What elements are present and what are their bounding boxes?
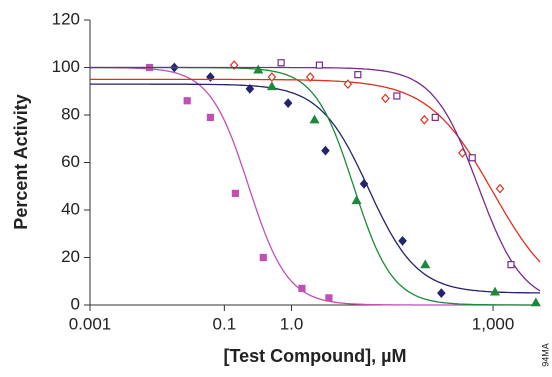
point xyxy=(298,284,306,292)
point xyxy=(507,261,515,269)
point xyxy=(206,113,215,121)
x-tick-label: 1.0 xyxy=(280,314,304,333)
y-tick-label: 20 xyxy=(61,247,80,266)
x-tick-label: 0.001 xyxy=(69,314,112,333)
point xyxy=(437,288,446,299)
point xyxy=(420,114,429,125)
y-tick-label: 120 xyxy=(52,9,80,28)
point xyxy=(253,64,264,74)
fit-curve xyxy=(90,78,541,263)
point xyxy=(305,72,315,82)
point xyxy=(495,183,505,194)
point xyxy=(267,72,277,82)
point xyxy=(351,195,362,205)
fit-curve xyxy=(90,66,540,306)
point xyxy=(354,71,362,79)
side-note: 94MA xyxy=(540,343,550,367)
point xyxy=(266,81,277,91)
point xyxy=(277,59,285,67)
fit-curve xyxy=(90,66,540,306)
fit-curve xyxy=(90,66,541,292)
point xyxy=(183,97,191,105)
y-axis-title: Percent Activity xyxy=(11,94,31,229)
point xyxy=(259,253,267,262)
y-tick-label: 100 xyxy=(52,57,80,76)
point xyxy=(343,79,353,90)
point xyxy=(359,178,369,189)
point xyxy=(315,61,323,69)
point xyxy=(309,114,320,124)
point xyxy=(321,145,330,156)
point xyxy=(468,154,476,162)
x-tick-label: 1,000 xyxy=(472,314,515,333)
fit-curve xyxy=(90,83,540,294)
point xyxy=(398,235,407,246)
point xyxy=(420,259,431,269)
y-tick-label: 80 xyxy=(61,104,80,123)
y-tick-label: 40 xyxy=(61,199,80,218)
point xyxy=(325,294,333,302)
point xyxy=(431,113,439,121)
point xyxy=(381,93,390,104)
point xyxy=(489,286,501,296)
y-tick-label: 60 xyxy=(61,152,80,171)
point xyxy=(283,98,293,109)
point xyxy=(245,83,255,94)
x-axis-title: [Test Compound], µM xyxy=(223,346,406,366)
y-tick-label: 0 xyxy=(71,294,80,313)
point xyxy=(231,189,239,197)
x-tick-label: 0.1 xyxy=(213,314,237,333)
point xyxy=(393,92,401,100)
point xyxy=(530,297,541,307)
